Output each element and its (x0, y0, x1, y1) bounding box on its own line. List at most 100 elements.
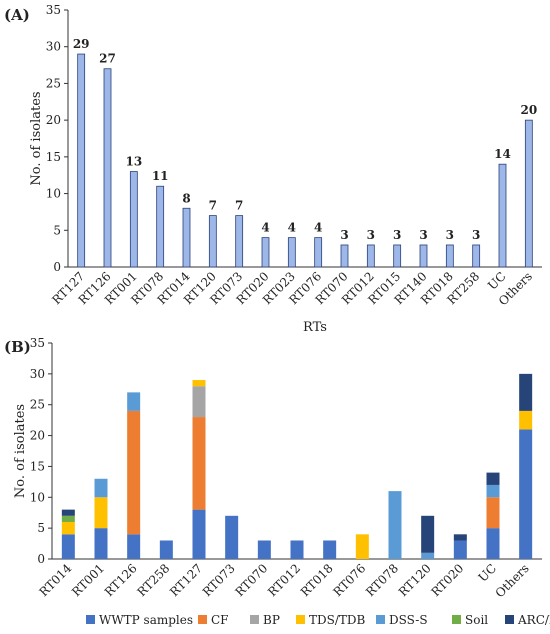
b-segment-rt258-wwtp-samples (159, 540, 173, 559)
b-segment-uc-cf (486, 497, 500, 529)
b-segment-rt014-wwtp-samples (61, 534, 75, 559)
a-data-label: 4 (261, 221, 269, 235)
a-data-label: 3 (340, 228, 348, 242)
legend-swatch-wwtp-samples (86, 615, 95, 624)
b-segment-uc-arc-e (486, 472, 500, 485)
legend-swatch-arc-e (505, 615, 514, 624)
a-data-label: 7 (209, 199, 217, 213)
b-x-tick-label: RT127 (167, 561, 205, 599)
a-data-label: 11 (152, 169, 169, 183)
a-y-tick-label: 15 (46, 150, 61, 164)
b-segment-rt001-tds-tdb (94, 497, 108, 529)
b-y-tick-label: 0 (37, 552, 45, 566)
a-bar-others (524, 119, 533, 268)
a-bar-rt076 (314, 237, 323, 268)
a-y-tick-label: 10 (46, 187, 61, 201)
b-segment-rt076-tds-tdb (355, 534, 369, 559)
a-y-tick-label: 20 (46, 113, 61, 127)
a-data-label: 20 (520, 103, 537, 117)
b-x-tick-label: RT001 (69, 561, 107, 599)
a-y-tick-label: 25 (46, 76, 61, 90)
b-segment-rt126-dss-s (127, 392, 141, 411)
b-y-tick-label: 5 (37, 521, 45, 535)
a-bar-rt140 (419, 244, 428, 268)
legend-label: WWTP samples (99, 613, 193, 627)
b-y-tick-label: 20 (30, 429, 45, 443)
a-bar-rt023 (287, 237, 296, 268)
b-segment-rt120-arc-e (421, 515, 435, 553)
b-segment-rt018-wwtp-samples (323, 540, 337, 559)
legend-swatch-soil (452, 615, 461, 624)
a-data-label: 8 (182, 191, 190, 205)
a-bar-rt078 (156, 185, 165, 268)
a-y-tick-label: 35 (46, 3, 61, 17)
legend-swatch-bp (250, 615, 259, 624)
a-bar-rt073 (235, 215, 244, 268)
panel-b-label: (B) (4, 338, 31, 356)
a-data-label: 4 (314, 221, 322, 235)
b-x-tick-label: RT070 (232, 561, 270, 599)
b-y-tick-label: 25 (30, 398, 45, 412)
a-y-axis-title: No. of isolates (29, 91, 44, 185)
b-x-tick-label: RT126 (102, 561, 140, 599)
a-data-label: 3 (472, 228, 480, 242)
legend-label: DSS-S (389, 613, 428, 627)
b-segment-rt127-tds-tdb (192, 380, 206, 387)
b-y-tick-label: 15 (30, 459, 45, 473)
b-x-tick-label: RT076 (330, 561, 368, 599)
a-bar-rt126 (103, 68, 112, 268)
a-data-label: 27 (99, 52, 116, 66)
a-data-label: 7 (235, 199, 243, 213)
legend-label: CF (211, 613, 229, 627)
a-data-label: 14 (494, 147, 511, 161)
b-segment-rt014-arc-e (61, 509, 75, 516)
b-segment-rt078-dss-s (388, 491, 402, 559)
b-segment-rt012-wwtp-samples (290, 540, 304, 559)
legend-label: Soil (465, 613, 488, 627)
legend-label: ARC/E (517, 613, 550, 627)
b-segment-rt014-tds-tdb (61, 521, 75, 535)
b-y-tick-label: 35 (30, 336, 45, 350)
b-segment-rt014-soil (61, 515, 75, 522)
b-x-tick-label: RT120 (396, 561, 434, 599)
b-segment-rt020-arc-e (453, 534, 467, 541)
b-segment-rt126-cf (127, 410, 141, 535)
a-data-label: 3 (419, 228, 427, 242)
b-y-tick-label: 10 (30, 490, 45, 504)
a-bar-uc (498, 163, 507, 268)
b-segment-rt001-wwtp-samples (94, 528, 108, 559)
a-bar-rt018 (445, 244, 454, 268)
b-segment-uc-dss-s (486, 484, 500, 498)
b-segment-others-tds-tdb (519, 410, 533, 430)
a-y-tick-label: 30 (46, 40, 61, 54)
b-x-tick-label: RT012 (265, 561, 303, 599)
b-x-tick-label: RT014 (36, 561, 74, 599)
a-bar-rt070 (340, 244, 349, 268)
a-data-label: 3 (446, 228, 454, 242)
b-segment-others-wwtp-samples (519, 429, 533, 559)
a-bar-rt012 (366, 244, 375, 268)
b-x-tick-label: Others (493, 561, 532, 600)
a-y-tick-label: 5 (53, 223, 61, 237)
a-bar-rt014 (182, 207, 191, 268)
a-bar-rt258 (472, 244, 481, 268)
a-y-tick-label: 0 (53, 260, 61, 274)
legend-swatch-tds-tdb (296, 615, 305, 624)
a-data-label: 4 (288, 221, 296, 235)
b-segment-rt126-wwtp-samples (127, 534, 141, 559)
legend-swatch-dss-s (376, 615, 385, 624)
b-segment-rt073-wwtp-samples (225, 515, 239, 559)
legend-b: WWTP samples CF BP TDS/TDB DSS-S Soil ARC/E (86, 613, 550, 627)
b-x-tick-label: RT020 (428, 561, 466, 599)
b-x-tick-label: RT258 (134, 561, 172, 599)
b-segment-rt020-wwtp-samples (453, 540, 467, 559)
a-bar-rt001 (129, 171, 138, 268)
a-data-label: 29 (73, 37, 90, 51)
a-bar-rt120 (208, 215, 217, 268)
b-x-tick-label: RT073 (200, 561, 238, 599)
b-y-axis-title: No. of isolates (13, 404, 28, 498)
a-bar-rt020 (261, 237, 270, 268)
a-data-label: 3 (367, 228, 375, 242)
